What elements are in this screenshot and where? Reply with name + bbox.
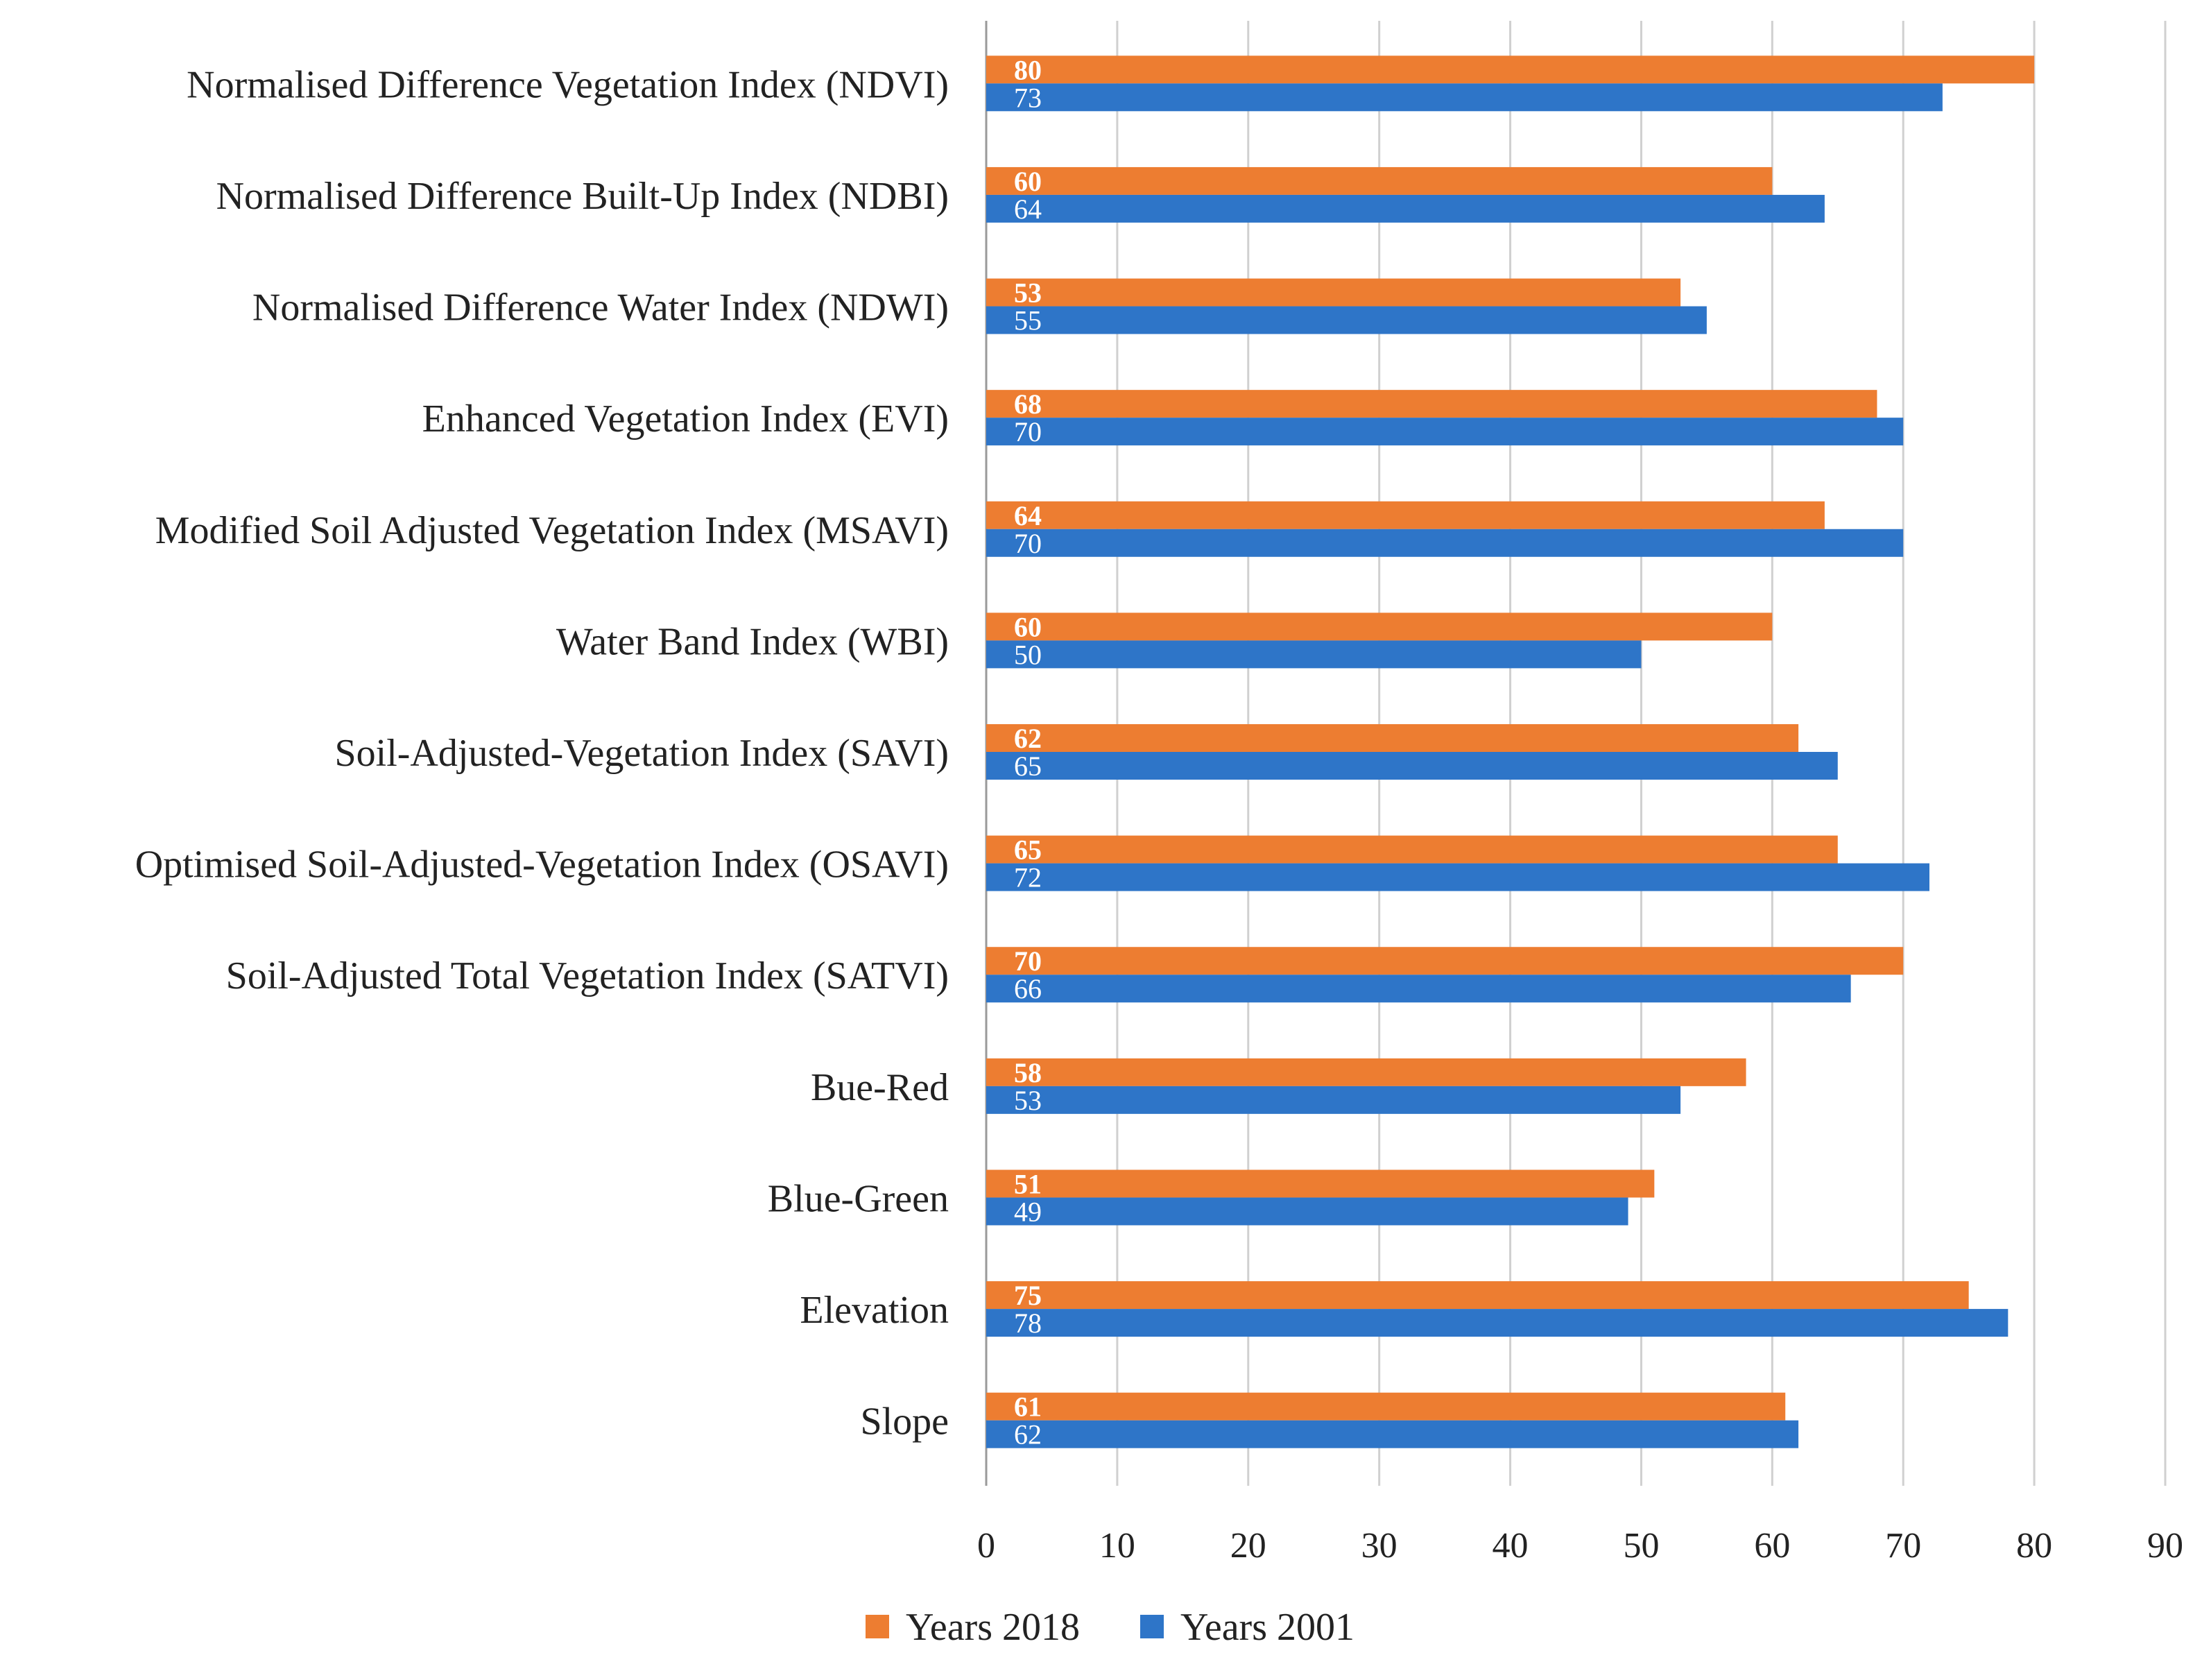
value-label: 51	[1014, 1168, 1042, 1199]
x-tick-label: 30	[1361, 1526, 1397, 1566]
x-tick-label: 0	[977, 1526, 995, 1566]
value-label: 75	[1014, 1280, 1042, 1311]
bar-2018	[986, 1169, 1655, 1198]
bar-2001	[986, 863, 1929, 891]
legend-swatch-2001	[1140, 1615, 1164, 1638]
value-label: 64	[1014, 194, 1042, 225]
bar-2001	[986, 1420, 1799, 1448]
category-label: Blue-Green	[768, 1177, 949, 1220]
value-label: 58	[1014, 1057, 1042, 1088]
category-label: Enhanced Vegetation Index (EVI)	[422, 397, 949, 440]
bar-2018	[986, 278, 1681, 307]
x-tick-label: 10	[1099, 1526, 1135, 1566]
value-label: 70	[1014, 945, 1042, 977]
x-axis: 0 10 20 30 40 50 60 70 80 90	[977, 1526, 2183, 1566]
value-label: 53	[1014, 1085, 1042, 1116]
value-label: 80	[1014, 54, 1042, 85]
category-label: Elevation	[800, 1289, 949, 1332]
bar-2001	[986, 640, 1642, 669]
legend-swatch-2018	[866, 1615, 889, 1638]
category-label: Water Band Index (WBI)	[556, 620, 949, 663]
x-tick-label: 90	[2147, 1526, 2183, 1566]
category-label: Soil-Adjusted Total Vegetation Index (SA…	[226, 954, 949, 997]
x-tick-label: 60	[1754, 1526, 1790, 1566]
value-label: 65	[1014, 834, 1042, 866]
bar-2018	[986, 724, 1799, 752]
bar-2001	[986, 306, 1707, 334]
x-tick-label: 40	[1493, 1526, 1529, 1566]
bar-2018	[986, 1281, 1969, 1310]
legend-label-2018: Years 2018	[906, 1606, 1080, 1649]
value-label: 50	[1014, 639, 1042, 670]
category-label: Slope	[860, 1400, 949, 1443]
bar-2001	[986, 752, 1838, 780]
bar-2001	[986, 529, 1904, 557]
x-tick-label: 80	[2016, 1526, 2052, 1566]
bar-2018	[986, 612, 1773, 641]
bar-2018	[986, 947, 1904, 975]
x-tick-label: 50	[1623, 1526, 1659, 1566]
bar-2018	[986, 835, 1838, 864]
value-label: 53	[1014, 277, 1042, 309]
value-label: 64	[1014, 500, 1042, 531]
bar-2018	[986, 1392, 1786, 1421]
bar-2001	[986, 1086, 1681, 1114]
value-label: 70	[1014, 528, 1042, 559]
value-label: 66	[1014, 973, 1042, 1004]
x-tick-label: 70	[1885, 1526, 1921, 1566]
bars: 8073606453556870647060506265657270665853…	[986, 54, 2035, 1450]
value-label: 70	[1014, 416, 1042, 447]
value-label: 62	[1014, 723, 1042, 754]
bar-2001	[986, 1309, 2009, 1337]
category-label: Bue-Red	[811, 1066, 949, 1109]
legend: Years 2018 Years 2001	[866, 1606, 1354, 1649]
value-label: 55	[1014, 305, 1042, 336]
category-label: Normalised Difference Vegetation Index (…	[187, 63, 949, 106]
bar-2001	[986, 1197, 1628, 1226]
bar-2001	[986, 975, 1851, 1003]
bar-2018	[986, 1058, 1746, 1086]
bar-2001	[986, 194, 1825, 223]
value-label: 68	[1014, 388, 1042, 420]
value-label: 60	[1014, 611, 1042, 642]
bar-2001	[986, 83, 1943, 112]
bar-2018	[986, 166, 1773, 195]
category-label: Modified Soil Adjusted Vegetation Index …	[155, 509, 949, 552]
value-label: 61	[1014, 1391, 1042, 1423]
bar-2018	[986, 390, 1877, 418]
value-label: 60	[1014, 166, 1042, 197]
category-label: Normalised Difference Water Index (NDWI)	[252, 286, 949, 329]
bar-2018	[986, 55, 2035, 84]
value-label: 73	[1014, 82, 1042, 113]
value-label: 62	[1014, 1419, 1042, 1450]
value-label: 49	[1014, 1196, 1042, 1227]
value-label: 78	[1014, 1308, 1042, 1339]
x-tick-label: 20	[1230, 1526, 1266, 1566]
category-label: Optimised Soil-Adjusted-Vegetation Index…	[135, 843, 949, 886]
category-labels: Normalised Difference Vegetation Index (…	[135, 63, 949, 1443]
bar-2018	[986, 501, 1825, 529]
category-label: Soil-Adjusted-Vegetation Index (SAVI)	[335, 732, 949, 775]
legend-label-2001: Years 2001	[1180, 1606, 1354, 1649]
value-label: 72	[1014, 862, 1042, 893]
value-label: 65	[1014, 751, 1042, 782]
bar-2001	[986, 418, 1904, 446]
category-label: Normalised Difference Built-Up Index (ND…	[216, 175, 949, 218]
